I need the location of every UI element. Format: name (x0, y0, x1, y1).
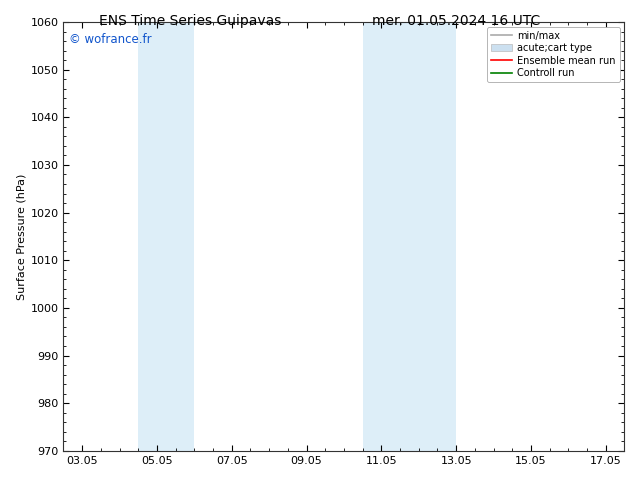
Legend: min/max, acute;cart type, Ensemble mean run, Controll run: min/max, acute;cart type, Ensemble mean … (487, 27, 619, 82)
Text: © wofrance.fr: © wofrance.fr (69, 33, 152, 46)
Y-axis label: Surface Pressure (hPa): Surface Pressure (hPa) (16, 173, 26, 299)
Text: ENS Time Series Guipavas: ENS Time Series Guipavas (99, 14, 281, 28)
Bar (363, 22, 456, 451)
Text: mer. 01.05.2024 16 UTC: mer. 01.05.2024 16 UTC (372, 14, 541, 28)
Bar (138, 22, 194, 451)
